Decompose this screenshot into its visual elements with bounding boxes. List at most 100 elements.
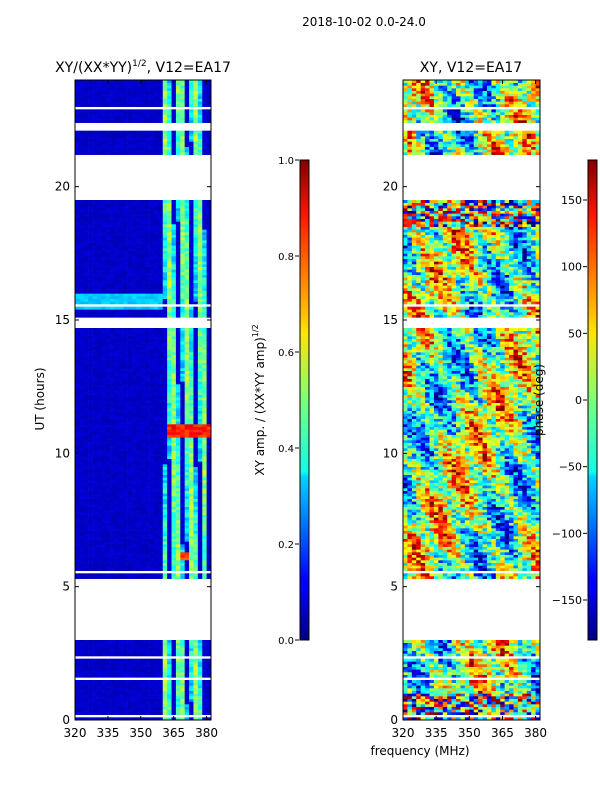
heatmap-cell [118,538,124,542]
heatmap-cell [114,562,120,566]
heatmap-cell [101,696,107,699]
heatmap-cell [158,306,164,310]
heatmap-cell [162,520,168,523]
heatmap-cell [167,357,172,361]
heatmap-cell [149,272,155,275]
heatmap-cell [202,376,207,379]
heatmap-cell [202,213,207,217]
heatmap-cell [140,520,146,523]
heatmap-cell [96,426,102,430]
heatmap-cell [136,696,142,699]
heatmap-cell [149,328,155,331]
heatmap-cell [184,517,190,521]
heatmap-cell [145,298,150,302]
heatmap-cell [171,210,177,214]
heatmap-cell [88,533,93,537]
heatmap-cell [184,402,190,406]
heatmap-cell [88,493,93,497]
heatmap-cell [136,469,142,473]
heatmap-cell [136,269,142,273]
heatmap-cell [92,536,98,539]
heatmap-cell [132,293,137,297]
heatmap-cell [193,269,199,273]
heatmap-cell [189,213,194,217]
heatmap-cell [167,504,172,507]
heatmap-cell [158,341,164,345]
heatmap-cell [202,696,207,699]
heatmap-cell [136,666,142,670]
heatmap-cell [180,485,185,489]
heatmap-cell [83,264,89,267]
heatmap-cell [193,256,199,259]
heatmap-cell [153,400,159,403]
heatmap-cell [140,400,146,403]
heatmap-cell [83,293,89,297]
heatmap-cell [110,269,115,273]
heatmap-cell [118,229,124,233]
heatmap-cell [92,701,98,705]
heatmap-cell [180,344,185,347]
heatmap-cell [206,640,212,643]
heatmap-cell [175,466,181,470]
heatmap-cell [105,336,111,339]
heatmap-cell [136,290,142,294]
heatmap-cell [153,229,159,233]
heatmap-cell [184,242,190,246]
heatmap-cell [83,674,89,678]
heatmap-cell [180,277,185,281]
heatmap-cell [193,690,199,694]
heatmap-cell [118,688,124,691]
heatmap-cell [110,493,115,497]
heatmap-cell [158,450,164,454]
heatmap-cell [202,269,207,273]
heatmap-cell [114,453,120,457]
heatmap-cell [83,685,89,689]
heatmap-cell [96,229,102,233]
heatmap-cell [149,648,155,651]
heatmap-cell [105,693,111,697]
heatmap-cell [132,378,137,382]
heatmap-cell [153,290,159,294]
heatmap-cell [206,560,212,563]
heatmap-cell [136,349,142,353]
heatmap-cell [167,237,172,241]
heatmap-cell [206,496,212,499]
heatmap-cell [206,669,212,673]
heatmap-cell [83,301,89,305]
heatmap-cell [88,464,93,467]
heatmap-cell [153,349,159,353]
heatmap-cell [145,333,150,337]
heatmap-cell [193,666,199,670]
heatmap-cell [149,474,155,478]
heatmap-cell [162,266,168,270]
heatmap-cell [110,528,115,531]
heatmap-cell [171,573,177,577]
heatmap-cell [149,685,155,689]
heatmap-cell [132,672,137,675]
heatmap-cell [197,224,203,227]
heatmap-cell [180,256,185,259]
heatmap-cell [105,485,111,489]
heatmap-cell [123,245,128,249]
heatmap-cell [140,288,146,291]
heatmap-cell [175,373,181,377]
heatmap-cell [110,520,115,523]
heatmap-cell [83,650,89,654]
heatmap-cell [110,437,115,441]
heatmap-cell [189,453,194,457]
heatmap-cell [132,386,137,390]
heatmap-cell [96,546,102,550]
heatmap-cell [145,464,150,467]
heatmap-cell [110,653,115,657]
heatmap-cell [158,437,164,441]
heatmap-cell [153,554,159,558]
heatmap-cell [158,696,164,699]
heatmap-cell [162,504,168,507]
heatmap-cell [114,544,120,547]
heatmap-cell [75,298,80,302]
heatmap-cell [140,648,146,651]
heatmap-cell [189,480,194,483]
heatmap-cell [96,472,102,475]
heatmap-cell [92,288,98,291]
heatmap-cell [136,645,142,649]
